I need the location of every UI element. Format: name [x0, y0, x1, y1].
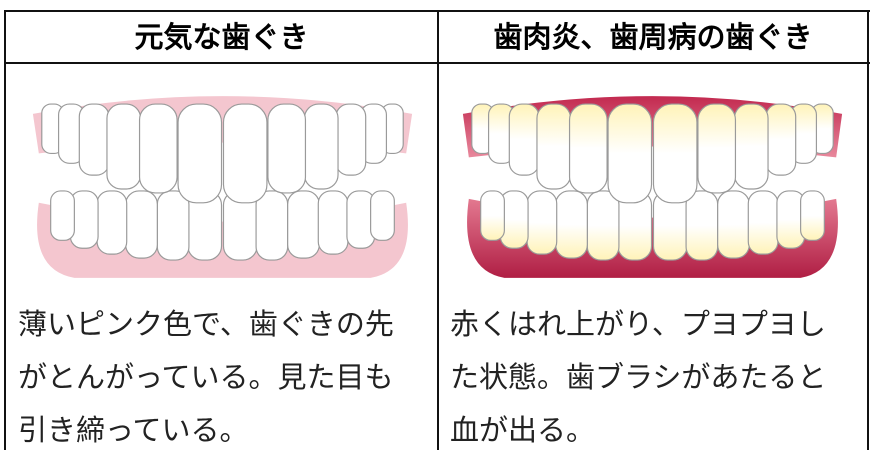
tooth	[536, 103, 572, 190]
description-line: 赤くはれ上がり、プヨプヨし	[450, 307, 826, 341]
tooth	[317, 190, 349, 255]
tooth	[267, 103, 307, 194]
tooth	[568, 103, 608, 194]
tooth	[370, 190, 395, 241]
tooth	[125, 190, 158, 259]
tooth	[156, 190, 190, 261]
description: 薄いピンク色で、歯ぐきの先 がとんがっている。見た目も 引き締っている。	[18, 298, 394, 450]
tooth	[106, 103, 142, 190]
description-line: た状態。歯ブラシがあたると	[450, 360, 827, 394]
tooth	[526, 190, 558, 255]
tooth	[733, 103, 769, 190]
tooth	[765, 103, 797, 176]
tooth	[480, 190, 505, 241]
tooth	[607, 103, 653, 204]
tooth	[652, 103, 698, 204]
description: 赤くはれ上がり、プヨプヨし た状態。歯ブラシがあたると 血が出る。	[450, 298, 826, 450]
inflamed-gums-illustration	[462, 96, 843, 278]
table-border	[867, 10, 869, 450]
tooth	[800, 190, 825, 241]
tooth	[287, 190, 320, 259]
tooth	[303, 103, 339, 190]
tooth	[717, 190, 750, 259]
tooth	[697, 103, 737, 194]
tooth	[255, 190, 289, 261]
tooth	[335, 103, 367, 176]
tooth	[555, 190, 588, 259]
column-header: 元気な歯ぐき	[134, 20, 309, 54]
tooth	[747, 190, 779, 255]
description-line: がとんがっている。見た目も	[18, 360, 394, 394]
description-line: 血が出る。	[450, 413, 596, 447]
table-border	[4, 62, 870, 64]
column-header: 歯肉炎、歯周病の歯ぐき	[493, 20, 813, 54]
tooth	[222, 103, 268, 204]
tooth	[177, 103, 223, 204]
description-line: 引き締っている。	[18, 413, 249, 447]
tooth	[586, 190, 620, 261]
table-border	[4, 10, 870, 12]
tooth	[50, 190, 75, 241]
description-line: 薄いピンク色で、歯ぐきの先	[18, 307, 394, 341]
tooth	[685, 190, 719, 261]
table-border	[4, 10, 6, 450]
tooth	[508, 103, 540, 176]
tooth	[96, 190, 128, 255]
tooth	[78, 103, 110, 176]
table-border	[437, 10, 439, 450]
healthy-gums-illustration	[32, 96, 413, 278]
tooth	[138, 103, 178, 194]
